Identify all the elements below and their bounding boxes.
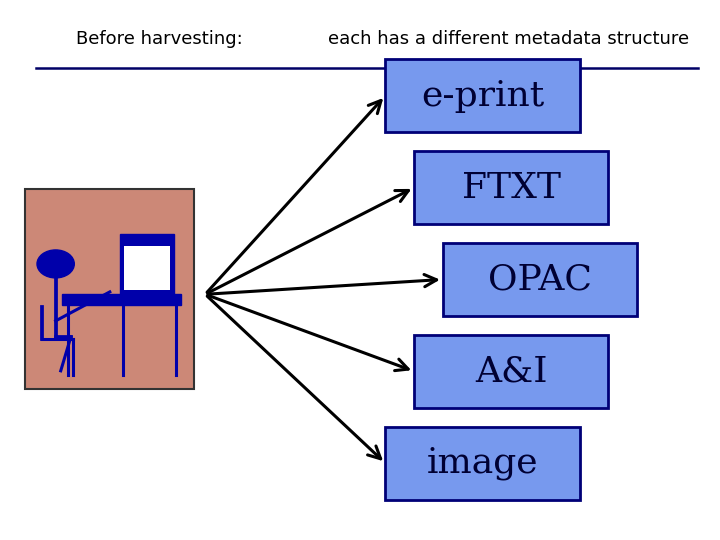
Bar — [124, 246, 170, 290]
Text: Before harvesting:: Before harvesting: — [76, 30, 243, 48]
Bar — [385, 427, 580, 500]
Bar — [414, 151, 608, 224]
Bar — [120, 234, 174, 294]
Bar — [137, 294, 157, 299]
Text: FTXT: FTXT — [462, 171, 561, 205]
Bar — [414, 335, 608, 408]
Text: A&I: A&I — [475, 354, 547, 388]
Bar — [385, 59, 580, 132]
Text: OPAC: OPAC — [488, 262, 592, 296]
Text: e-print: e-print — [420, 79, 544, 113]
Circle shape — [37, 250, 74, 278]
Bar — [63, 294, 181, 305]
Bar — [443, 243, 637, 316]
Bar — [25, 189, 194, 389]
Text: each has a different metadata structure: each has a different metadata structure — [328, 30, 689, 48]
Text: image: image — [426, 446, 539, 480]
